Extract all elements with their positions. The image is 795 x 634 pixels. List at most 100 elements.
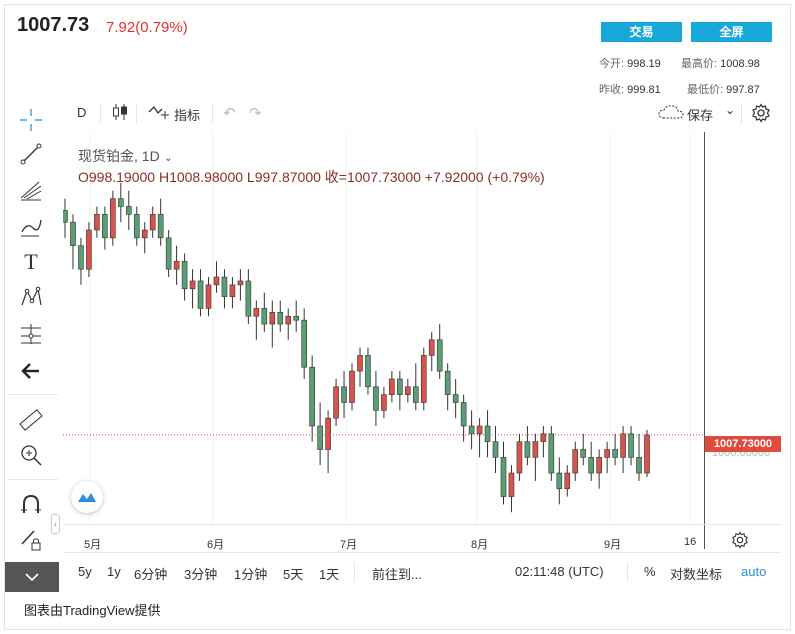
candle-body [269,312,276,325]
last-price-tag: 1007.73000 [705,436,781,452]
auto-scale-toggle[interactable]: auto [741,564,767,579]
candle-body [540,433,547,442]
low-stat: 最低价: 997.87 [687,84,760,96]
candle-body [165,237,172,270]
more-tools-button[interactable] [5,562,59,592]
candle-body [301,319,307,368]
candle-body [389,378,395,395]
range-5y[interactable]: 5y [78,564,92,579]
range-1y[interactable]: 1y [107,564,121,579]
toolbar-divider [741,104,742,124]
candle-body [373,386,379,411]
percent-scale-toggle[interactable]: % [644,564,656,579]
fullscreen-button[interactable]: 全屏 [691,22,772,42]
x-tick: 7月 [340,539,358,551]
gear-icon[interactable] [751,103,771,126]
candle-body [133,214,140,239]
candle-body [628,433,634,458]
save-button[interactable]: 保存 [687,108,714,123]
pattern-icon[interactable] [17,283,45,311]
candle-style-icon[interactable] [112,103,128,124]
trend-line-icon[interactable] [17,140,45,168]
candle-body [173,261,180,270]
widget-frame [4,4,791,630]
candle-body [221,276,228,297]
candle-body [420,355,427,403]
candle-body [285,315,292,325]
candle-body [110,198,116,239]
goto-date-button[interactable]: 前往到... [372,567,422,582]
toolbar-divider [136,104,137,124]
crosshair-icon[interactable] [17,106,45,134]
tradingview-logo-icon[interactable] [71,481,103,513]
candle-body [229,284,236,297]
candle-body [341,386,347,403]
candle-body [516,441,523,474]
tradingview-credit[interactable]: 图表由TradingView提供 [24,603,161,618]
fib-tool-icon[interactable] [17,176,45,204]
collapse-toolbar-handle[interactable]: ‹ [51,514,60,534]
magnet-icon[interactable] [17,491,45,519]
candle-body [444,370,451,395]
candle-body [564,472,571,490]
zoom-in-icon[interactable] [17,441,45,469]
chevron-down-icon[interactable]: ⌄ [725,103,736,117]
prev-close-stat: 昨收: 999.81 [599,84,661,96]
log-scale-toggle[interactable]: 对数坐标 [670,567,723,582]
candle-body [63,210,68,223]
price-axis-border [704,132,705,549]
arrow-left-icon[interactable] [17,357,45,385]
candle-body [189,280,196,290]
brush-icon[interactable] [17,212,45,240]
candle-body [125,206,132,215]
range-5d[interactable]: 5天 [283,567,304,582]
last-price: 1007.73 [17,14,90,36]
candle-body [293,315,300,321]
cloud-icon[interactable] [658,104,684,123]
price-change: 7.92(0.79%) [106,19,188,36]
ruler-icon[interactable] [17,406,45,434]
candle-body [476,425,483,435]
candle-body [325,417,331,450]
redo-icon[interactable]: ↷ [249,105,262,122]
candle-body [381,394,387,411]
text-tool-icon[interactable]: T [24,249,38,274]
candle-body [604,449,610,458]
candle-body [412,386,419,403]
indicators-button[interactable]: 指标 [174,108,201,123]
symbol-title[interactable]: 现货铂金, 1D ⌄ [78,148,173,164]
prediction-icon[interactable] [17,320,45,348]
interval-button[interactable]: D [77,105,87,120]
candle-body [277,312,284,325]
candle-body [213,276,220,286]
trade-button[interactable]: 交易 [601,22,682,42]
candle-body [261,308,268,325]
indicators-icon[interactable] [148,104,170,123]
candle-body [596,457,602,474]
x-tick: 6月 [207,539,225,551]
candlestick-chart [63,132,705,524]
footer-divider [63,552,781,553]
candle-body [620,433,626,458]
lock-drawing-icon[interactable] [17,526,45,554]
candle-body [365,355,371,388]
candle-body [588,457,594,474]
candle-body [636,457,642,474]
candle-body [157,214,164,239]
chart-pane[interactable] [63,132,705,524]
utc-clock[interactable]: 02:11:48 (UTC) [515,564,604,579]
candle-body [644,434,650,474]
range-6min[interactable]: 6分钟 [134,567,168,582]
candle-body [452,394,459,403]
undo-icon[interactable]: ↶ [223,105,236,122]
candle-body [397,378,403,395]
toolbar-divider [8,394,58,395]
candle-body [468,425,475,435]
candle-body [405,386,411,395]
x-tick: 8月 [471,539,489,551]
range-1d[interactable]: 1天 [319,567,340,582]
range-3min[interactable]: 3分钟 [184,567,218,582]
chart-settings-icon[interactable] [731,531,749,554]
range-1min[interactable]: 1分钟 [234,567,268,582]
candle-body [317,425,323,450]
